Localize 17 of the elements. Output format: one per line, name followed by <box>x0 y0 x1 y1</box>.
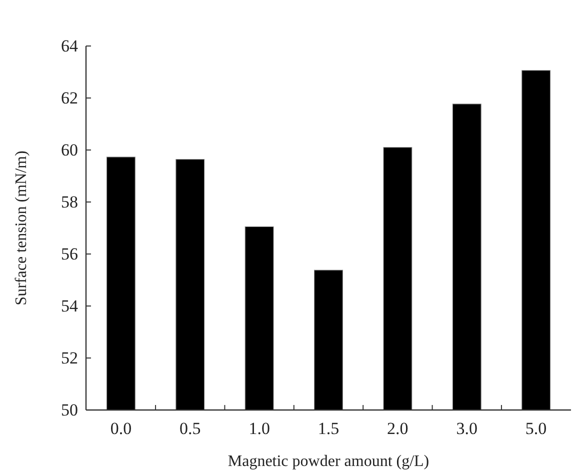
y-tick-label: 64 <box>61 36 78 56</box>
y-tick-label: 52 <box>61 348 78 368</box>
y-axis-title: Surface tension (mN/m) <box>13 150 30 306</box>
x-tick-label: 5.0 <box>525 419 547 438</box>
y-tick-label: 56 <box>61 244 78 264</box>
x-tick-label: 2.0 <box>387 419 408 438</box>
y-tick-label: 60 <box>61 140 78 160</box>
x-tick-label: 3.0 <box>456 419 478 438</box>
x-tick-label: 0.0 <box>110 419 132 438</box>
x-tick-label: 0.5 <box>180 419 201 438</box>
y-tick-label: 50 <box>61 400 78 420</box>
x-tick-label: 1.0 <box>248 419 270 438</box>
y-tick-label: 62 <box>61 88 78 108</box>
y-tick-label: 58 <box>61 192 78 212</box>
x-axis-title: Magnetic powder amount (g/L) <box>228 453 430 470</box>
y-tick-label: 54 <box>61 296 78 316</box>
x-tick-label: 1.5 <box>318 419 340 438</box>
